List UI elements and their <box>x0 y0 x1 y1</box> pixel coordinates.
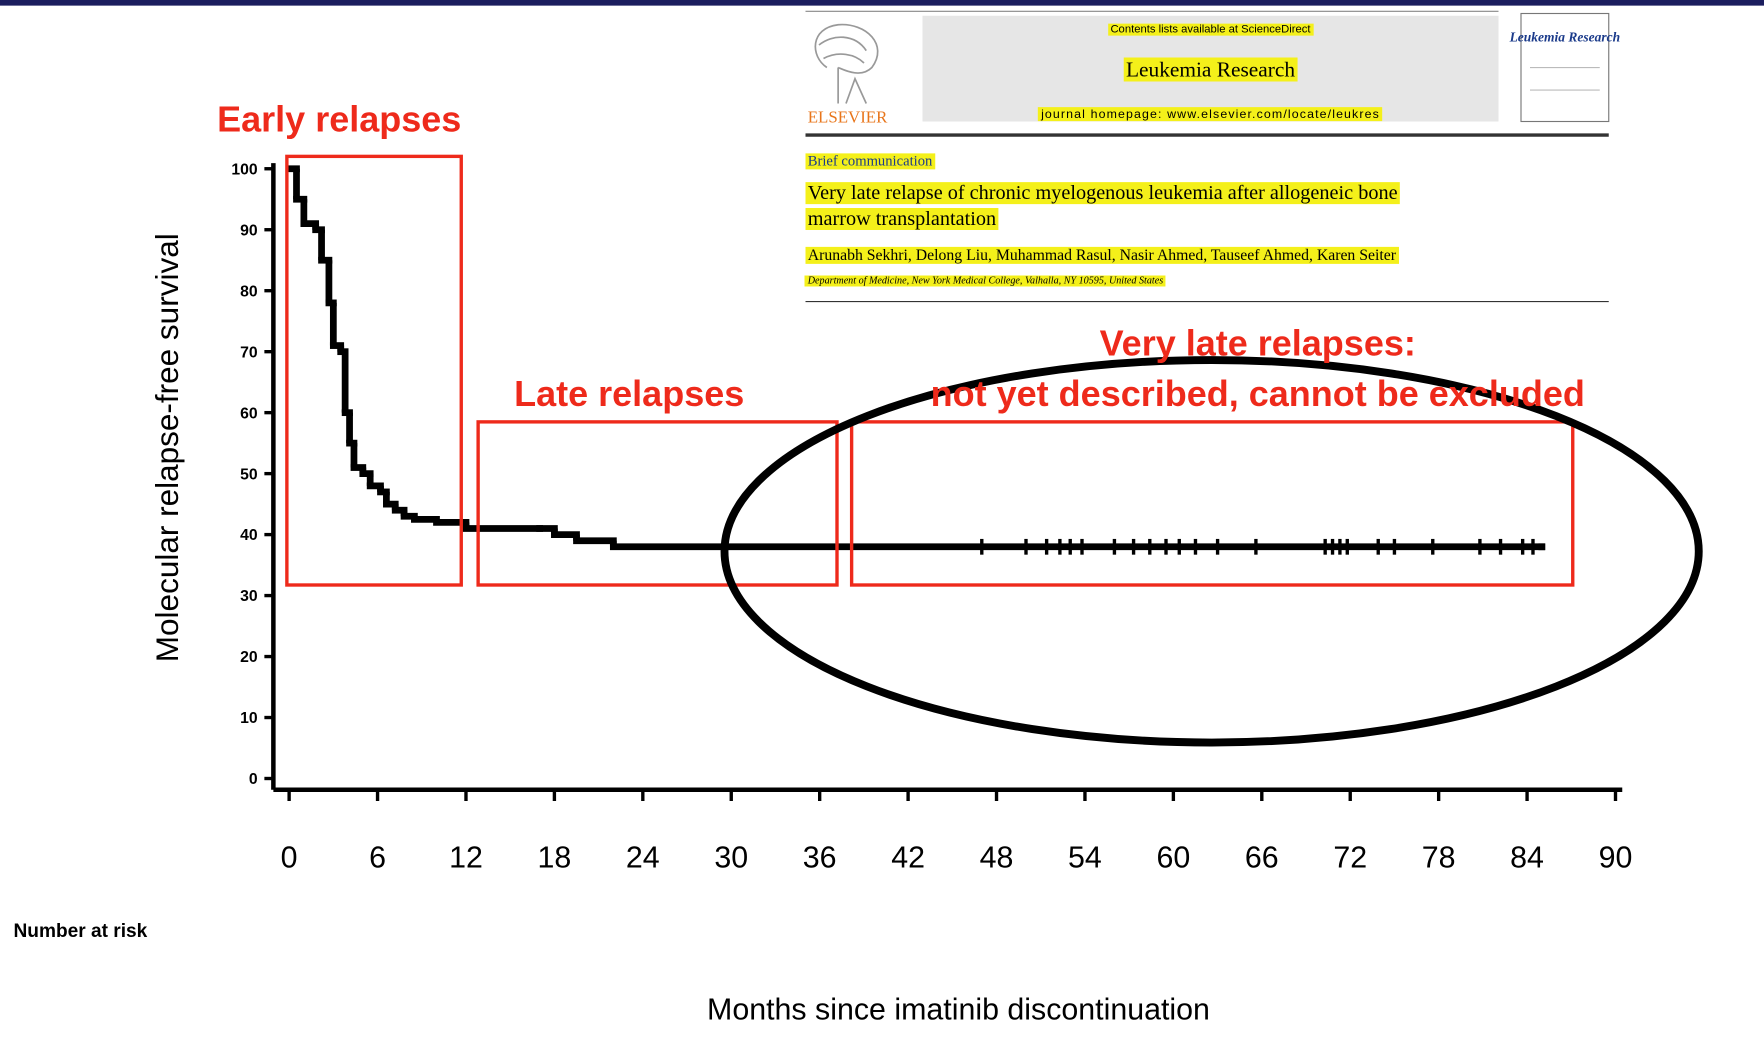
top-bar <box>0 0 1764 6</box>
x-tick-label: 72 <box>1333 841 1367 874</box>
y-tick-label: 90 <box>240 222 258 239</box>
x-tick-label: 90 <box>1599 841 1633 874</box>
y-tick-label: 100 <box>231 161 258 178</box>
y-tick-label: 80 <box>240 283 258 300</box>
x-tick-label: 6 <box>369 841 386 874</box>
y-tick-label: 10 <box>240 710 258 727</box>
paper-title: marrow transplantation <box>808 208 996 230</box>
journal: Leukemia Research <box>1126 58 1295 82</box>
highlight <box>1037 107 1383 122</box>
x-tick-label: 24 <box>626 841 660 874</box>
cover-title: Leukemia Research <box>1509 30 1621 45</box>
x-tick-label: 66 <box>1245 841 1279 874</box>
region-box <box>285 154 463 587</box>
y-tick-label: 30 <box>240 588 258 605</box>
highlight-ellipse <box>720 356 1703 747</box>
contents: Contents lists available at ScienceDirec… <box>1110 24 1311 36</box>
y-tick-label: 0 <box>249 771 258 788</box>
y-axis-label: Molecular relapse-free survival <box>149 233 185 662</box>
affiliation: Department of Medicine, New York Medical… <box>807 276 1163 287</box>
authors: Arunabh Sekhri, Delong Liu, Muhammad Ras… <box>808 247 1397 264</box>
x-axis-label: Months since imatinib discontinuation <box>707 993 1210 1026</box>
publisher: ELSEVIER <box>808 108 888 127</box>
highlight <box>805 246 1399 264</box>
x-tick-label: 48 <box>980 841 1014 874</box>
highlight <box>805 153 936 170</box>
x-tick-label: 36 <box>803 841 837 874</box>
risk-label: Number at risk <box>14 921 148 942</box>
y-tick-label: 60 <box>240 405 258 422</box>
section: Brief communication <box>808 153 933 169</box>
x-tick-label: 78 <box>1422 841 1456 874</box>
x-tick-label: 84 <box>1510 841 1544 874</box>
annotation: Early relapses <box>217 99 461 140</box>
region-box <box>476 420 839 587</box>
paper-title: Very late relapse of chronic myelogenous… <box>808 182 1398 204</box>
x-tick-label: 18 <box>538 841 572 874</box>
homepage: journal homepage: www.elsevier.com/locat… <box>1040 107 1380 121</box>
highlight <box>1108 23 1314 36</box>
x-tick-label: 30 <box>714 841 748 874</box>
highlight <box>805 182 1400 205</box>
x-tick-label: 0 <box>281 841 298 874</box>
elsevier-logo <box>814 23 879 104</box>
region-box <box>849 420 1575 587</box>
x-tick-label: 42 <box>891 841 925 874</box>
y-tick-label: 20 <box>240 649 258 666</box>
highlight <box>804 275 1166 287</box>
x-tick-label: 54 <box>1068 841 1102 874</box>
highlight <box>805 208 999 231</box>
annotation: Very late relapses: <box>1100 323 1416 364</box>
annotation: not yet described, cannot be excluded <box>931 373 1585 414</box>
y-tick-label: 70 <box>240 344 258 361</box>
y-tick-label: 50 <box>240 466 258 483</box>
annotation: Late relapses <box>514 373 744 414</box>
y-tick-label: 40 <box>240 527 258 544</box>
highlight <box>1123 57 1298 82</box>
x-tick-label: 60 <box>1156 841 1190 874</box>
x-tick-label: 12 <box>449 841 483 874</box>
